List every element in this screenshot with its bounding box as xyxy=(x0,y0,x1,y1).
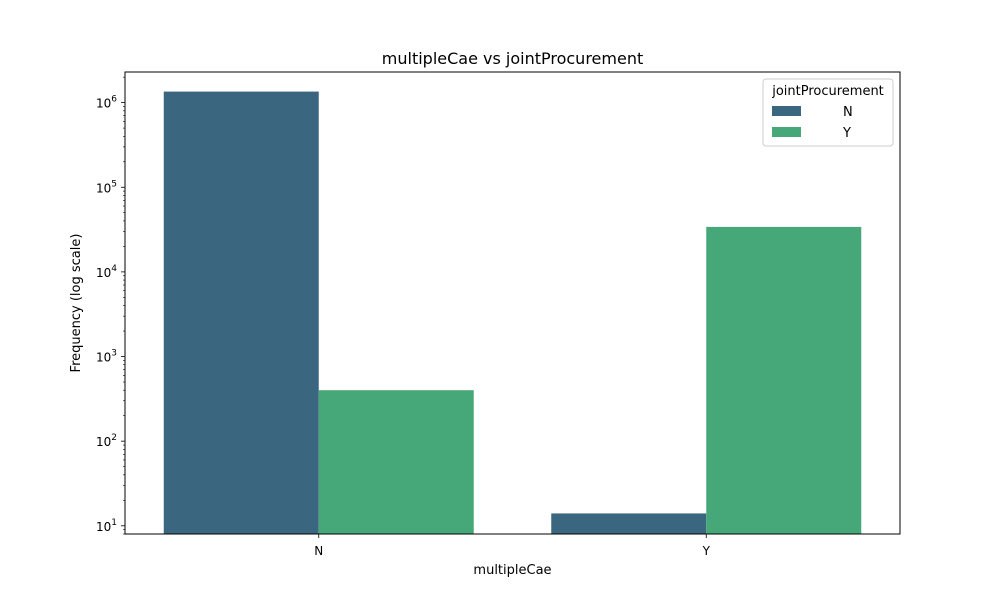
bar-n-y xyxy=(318,390,474,534)
y-tick-label: 103 xyxy=(96,349,117,365)
y-tick-label: 106 xyxy=(96,95,117,111)
x-tick-label-y: Y xyxy=(702,544,711,558)
y-axis-label: Frequency (log scale) xyxy=(69,234,84,373)
legend: jointProcurement N Y xyxy=(762,78,894,147)
y-tick-label: 102 xyxy=(96,433,117,449)
y-tick-label: 105 xyxy=(96,179,117,195)
legend-swatch-y xyxy=(772,127,801,137)
bar-y-n xyxy=(551,513,707,534)
bars-group xyxy=(163,91,862,534)
bar-n-n xyxy=(163,91,319,534)
bar-y-y xyxy=(706,226,862,534)
legend-swatch-n xyxy=(772,106,801,116)
legend-title: jointProcurement xyxy=(771,84,884,99)
plot-frame xyxy=(124,71,901,535)
y-tick-label: 101 xyxy=(96,518,117,534)
legend-label-n: N xyxy=(843,105,853,120)
y-axis-ticks: 101 102 103 104 105 106 xyxy=(96,76,125,535)
y-tick-label: 104 xyxy=(96,264,117,280)
legend-label-y: Y xyxy=(842,126,851,141)
x-tick-label-n: N xyxy=(314,544,323,558)
chart-title: multipleCae vs jointProcurement xyxy=(382,49,643,68)
x-axis-label: multipleCae xyxy=(473,563,551,578)
